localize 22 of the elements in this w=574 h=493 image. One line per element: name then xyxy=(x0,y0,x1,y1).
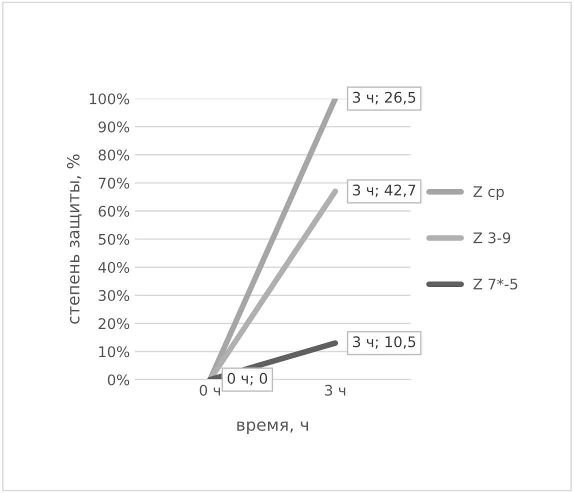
legend-label: Z 3-9 xyxy=(473,232,510,244)
y-tick-label: 20% xyxy=(98,318,130,330)
y-tick-label: 80% xyxy=(98,150,130,161)
y-tick-label: 90% xyxy=(98,121,130,132)
annotation: 3 ч; 10,5 xyxy=(353,336,416,349)
legend-label: Z 7*-5 xyxy=(473,278,518,290)
x-axis-title: время, ч xyxy=(237,421,308,434)
x-tick-label: 0 ч xyxy=(200,384,220,396)
y-tick-label: 70% xyxy=(98,178,130,189)
y-tick-label: 10% xyxy=(99,346,130,358)
y-tick-label: 100% xyxy=(90,93,130,104)
annotation: 3 ч; 26,5 xyxy=(353,92,416,104)
y-tick-label: 50% xyxy=(98,234,130,245)
y-axis-title: степень защиты, % xyxy=(66,154,82,324)
x-tick-label: 3 ч xyxy=(325,384,346,396)
legend-label: Z ср xyxy=(473,186,504,200)
y-tick-label: 0% xyxy=(108,374,130,386)
annotation: 3 ч; 42,7 xyxy=(353,184,416,198)
y-tick-label: 30% xyxy=(98,290,130,302)
annotation: 0 ч; 0 xyxy=(228,372,268,386)
y-tick-label: 60% xyxy=(98,206,130,217)
y-tick-label: 40% xyxy=(98,262,130,273)
